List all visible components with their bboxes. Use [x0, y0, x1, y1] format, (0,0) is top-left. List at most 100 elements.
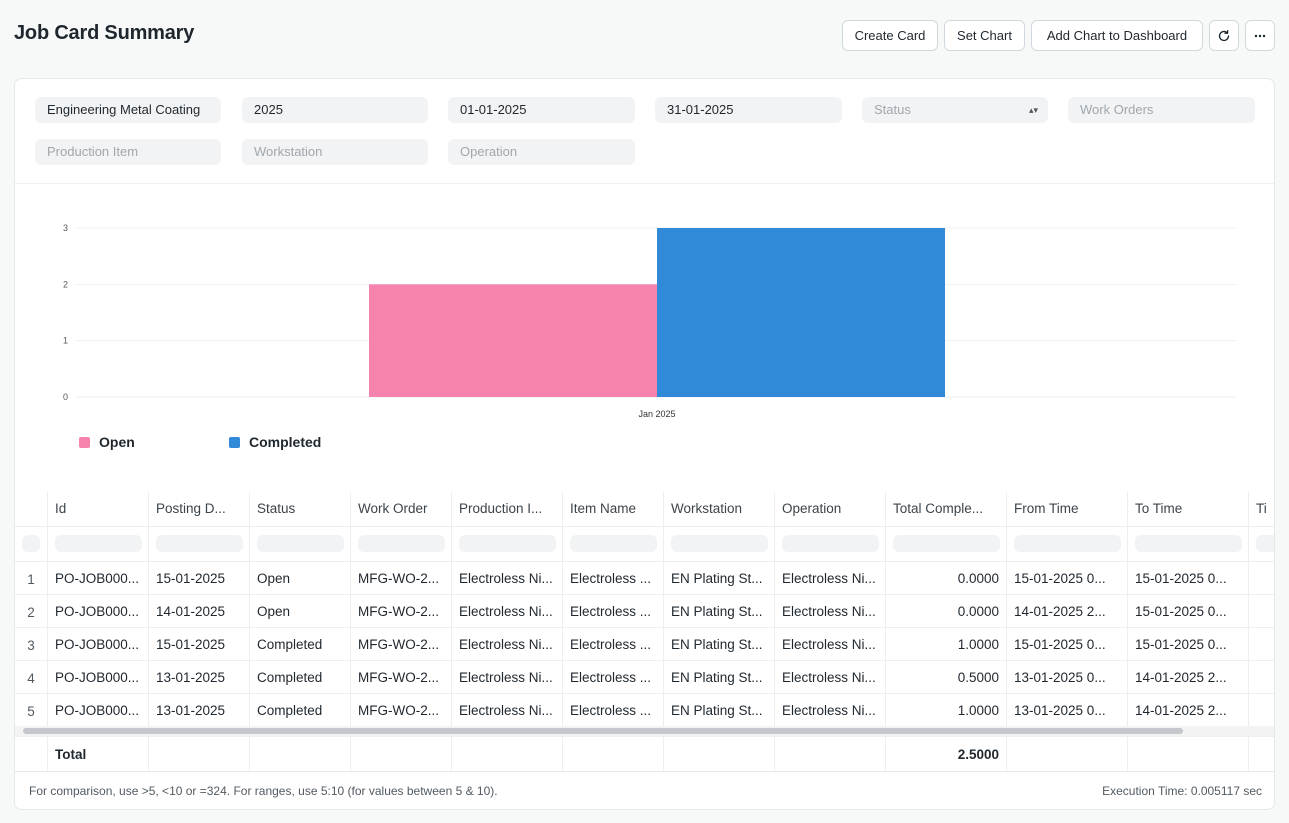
table-cell[interactable]: PO-JOB000... — [48, 628, 149, 660]
table-row[interactable]: 1 PO-JOB000... 15-01-2025 Open MFG-WO-2... El… — [15, 562, 1274, 595]
table-cell[interactable]: 15-01-2025 — [149, 562, 250, 594]
table-cell[interactable]: MFG-WO-2... — [351, 562, 452, 594]
table-cell[interactable]: Electroless Ni... — [775, 562, 886, 594]
table-cell[interactable]: Electroless Ni... — [775, 628, 886, 660]
fiscal-year-filter[interactable]: 2025 — [242, 97, 428, 123]
table-cell[interactable]: Completed — [250, 628, 351, 660]
table-cell[interactable]: EN Plating St... — [664, 628, 775, 660]
table-cell[interactable] — [1249, 694, 1274, 726]
table-cell[interactable]: PO-JOB000... — [48, 562, 149, 594]
table-cell[interactable]: PO-JOB000... — [48, 661, 149, 693]
bar-open[interactable] — [369, 284, 657, 397]
to-date-filter[interactable]: 31-01-2025 — [655, 97, 842, 123]
table-cell[interactable] — [1249, 595, 1274, 627]
table-cell[interactable]: MFG-WO-2... — [351, 661, 452, 693]
table-cell[interactable]: Electroless Ni... — [775, 661, 886, 693]
table-cell[interactable]: Electroless ... — [563, 562, 664, 594]
table-row[interactable]: 4 PO-JOB000... 13-01-2025 Completed MFG-WO-2… — [15, 661, 1274, 694]
column-filter-input[interactable] — [782, 535, 879, 552]
table-cell[interactable]: 13-01-2025 0... — [1007, 661, 1128, 693]
table-cell[interactable]: EN Plating St... — [664, 595, 775, 627]
table-cell[interactable]: Electroless ... — [563, 661, 664, 693]
column-filter-input[interactable] — [156, 535, 243, 552]
from-date-filter[interactable]: 01-01-2025 — [448, 97, 635, 123]
table-cell[interactable]: Electroless Ni... — [452, 694, 563, 726]
table-cell[interactable]: Electroless Ni... — [775, 694, 886, 726]
column-header[interactable]: Item Name — [563, 492, 664, 526]
column-filter-input[interactable] — [1014, 535, 1121, 552]
table-cell[interactable]: MFG-WO-2... — [351, 595, 452, 627]
horizontal-scrollbar[interactable] — [15, 726, 1274, 736]
table-cell[interactable]: 14-01-2025 2... — [1128, 661, 1249, 693]
table-cell[interactable]: Electroless Ni... — [452, 661, 563, 693]
column-header[interactable]: To Time — [1128, 492, 1249, 526]
table-cell[interactable]: PO-JOB000... — [48, 595, 149, 627]
column-filter-input[interactable] — [671, 535, 768, 552]
table-cell[interactable]: EN Plating St... — [664, 661, 775, 693]
column-filter-input[interactable] — [55, 535, 142, 552]
table-cell[interactable]: 13-01-2025 — [149, 661, 250, 693]
table-row[interactable]: 5 PO-JOB000... 13-01-2025 Completed MFG-WO-2… — [15, 694, 1274, 727]
legend-item-open[interactable]: Open — [79, 434, 135, 450]
table-cell[interactable]: Electroless Ni... — [775, 595, 886, 627]
table-cell[interactable]: 14-01-2025 — [149, 595, 250, 627]
table-cell[interactable]: 0.0000 — [886, 562, 1007, 594]
company-filter[interactable]: Engineering Metal Coating — [35, 97, 221, 123]
scrollbar-thumb[interactable] — [23, 728, 1183, 734]
table-cell[interactable]: EN Plating St... — [664, 694, 775, 726]
column-header[interactable]: Ti — [1249, 492, 1274, 526]
table-cell[interactable] — [1249, 661, 1274, 693]
table-cell[interactable]: 15-01-2025 0... — [1007, 628, 1128, 660]
status-select[interactable]: Status ▴▾ — [862, 97, 1048, 123]
table-cell[interactable]: 14-01-2025 2... — [1128, 694, 1249, 726]
more-options-button[interactable] — [1245, 20, 1275, 51]
table-cell[interactable]: 0.0000 — [886, 595, 1007, 627]
column-header[interactable]: Posting D... — [149, 492, 250, 526]
column-header[interactable]: Status — [250, 492, 351, 526]
column-header[interactable]: Total Comple... — [886, 492, 1007, 526]
create-card-button[interactable]: Create Card — [842, 20, 938, 51]
column-filter-input[interactable] — [257, 535, 344, 552]
table-cell[interactable]: 13-01-2025 — [149, 694, 250, 726]
set-chart-button[interactable]: Set Chart — [944, 20, 1025, 51]
table-cell[interactable]: Electroless Ni... — [452, 562, 563, 594]
table-cell[interactable]: EN Plating St... — [664, 562, 775, 594]
table-cell[interactable]: 1.0000 — [886, 694, 1007, 726]
table-cell[interactable]: Completed — [250, 661, 351, 693]
table-cell[interactable]: 14-01-2025 2... — [1007, 595, 1128, 627]
column-header[interactable]: Operation — [775, 492, 886, 526]
column-filter-input[interactable] — [570, 535, 657, 552]
table-cell[interactable]: Open — [250, 595, 351, 627]
add-chart-to-dashboard-button[interactable]: Add Chart to Dashboard — [1031, 20, 1203, 51]
table-cell[interactable] — [1249, 628, 1274, 660]
column-filter-input[interactable] — [358, 535, 445, 552]
table-cell[interactable]: 15-01-2025 — [149, 628, 250, 660]
column-header[interactable]: Work Order — [351, 492, 452, 526]
table-cell[interactable]: Open — [250, 562, 351, 594]
table-row[interactable]: 2 PO-JOB000... 14-01-2025 Open MFG-WO-2... El… — [15, 595, 1274, 628]
table-cell[interactable]: Completed — [250, 694, 351, 726]
refresh-button[interactable] — [1209, 20, 1239, 51]
bar-completed[interactable] — [657, 228, 945, 397]
table-cell[interactable]: 15-01-2025 0... — [1128, 562, 1249, 594]
table-cell[interactable]: 0.5000 — [886, 661, 1007, 693]
table-cell[interactable]: 15-01-2025 0... — [1128, 595, 1249, 627]
column-header[interactable]: Id — [48, 492, 149, 526]
legend-item-completed[interactable]: Completed — [229, 434, 321, 450]
select-all-box[interactable] — [22, 535, 40, 552]
table-cell[interactable]: MFG-WO-2... — [351, 694, 452, 726]
column-header[interactable]: From Time — [1007, 492, 1128, 526]
table-cell[interactable] — [1249, 562, 1274, 594]
table-cell[interactable]: 1.0000 — [886, 628, 1007, 660]
column-filter-input[interactable] — [1256, 535, 1274, 552]
column-header[interactable]: Workstation — [664, 492, 775, 526]
column-header[interactable]: Production I... — [452, 492, 563, 526]
column-filter-input[interactable] — [1135, 535, 1242, 552]
table-cell[interactable]: 15-01-2025 0... — [1128, 628, 1249, 660]
table-cell[interactable]: 15-01-2025 0... — [1007, 562, 1128, 594]
table-cell[interactable]: Electroless ... — [563, 628, 664, 660]
workstation-filter[interactable]: Workstation — [242, 139, 428, 165]
work-orders-filter[interactable]: Work Orders — [1068, 97, 1255, 123]
production-item-filter[interactable]: Production Item — [35, 139, 221, 165]
column-filter-input[interactable] — [893, 535, 1000, 552]
